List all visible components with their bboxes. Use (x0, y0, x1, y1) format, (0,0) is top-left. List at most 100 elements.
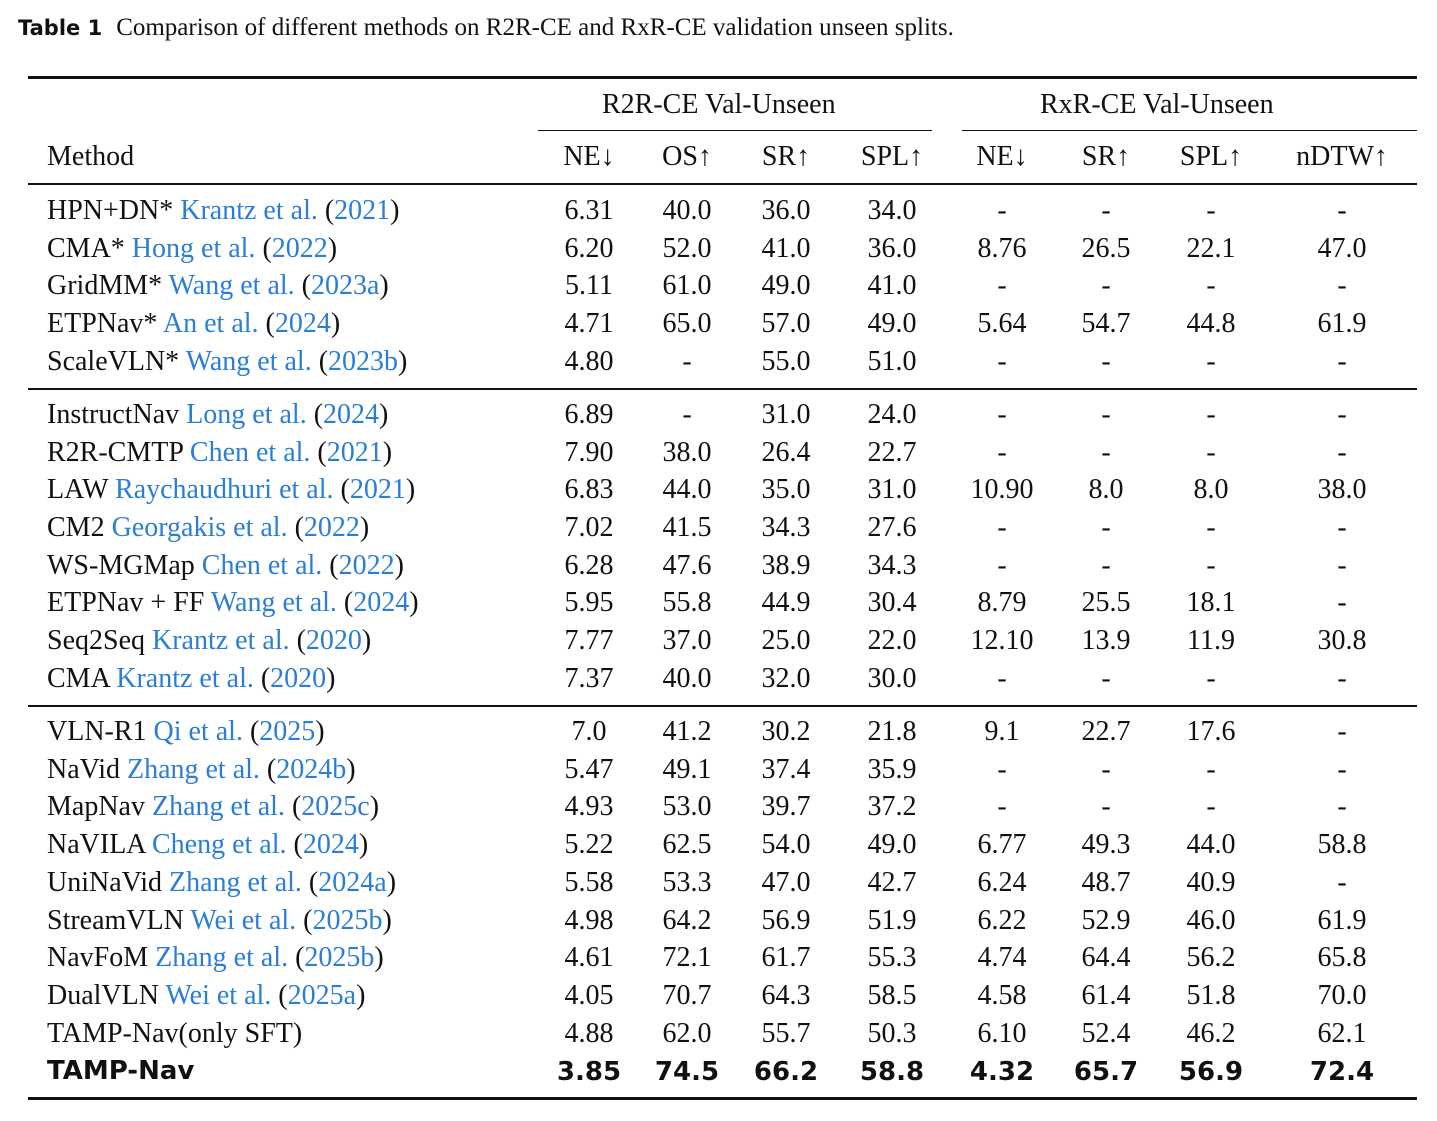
method-label: WS-MGMap (47, 550, 195, 581)
method-name: ScaleVLN* Wang et al. (2023b) (47, 346, 408, 377)
citation-year-link[interactable]: 2022 (338, 550, 395, 581)
table-cell: 58.8 (859, 1057, 925, 1087)
table-cell: 25.0 (761, 625, 811, 656)
citation-year-link[interactable]: 2022 (271, 233, 328, 264)
citation-year-link[interactable]: 2023b (328, 346, 399, 377)
citation-year-link[interactable]: 2024 (353, 587, 410, 618)
table-cell: 5.47 (564, 754, 614, 785)
method-name: GridMM* Wang et al. (2023a) (47, 270, 389, 301)
table-cell: 5.11 (565, 270, 613, 301)
table-cell: - (1101, 195, 1111, 226)
table-cell: 62.0 (662, 1018, 712, 1049)
citation-link[interactable]: Wang et al. (168, 270, 295, 301)
citation-year-link[interactable]: 2024b (276, 754, 347, 785)
citation-link[interactable]: An et al. (162, 308, 259, 339)
table-cell: 30.2 (761, 716, 811, 747)
citation-link[interactable]: Wei et al. (165, 980, 272, 1011)
method-label: NaVid (47, 754, 120, 785)
citation-link[interactable]: Wang et al. (210, 587, 337, 618)
table-cell: - (1101, 663, 1111, 694)
citation-year-link[interactable]: 2020 (305, 625, 362, 656)
table-cell: 7.37 (564, 663, 614, 694)
citation-year-link[interactable]: 2022 (303, 512, 360, 543)
table-cell: 30.4 (867, 587, 917, 618)
citation-link[interactable]: Zhang et al. (151, 791, 285, 822)
method-name: HPN+DN* Krantz et al. (2021) (47, 195, 400, 226)
table-cell: 8.79 (977, 587, 1027, 618)
citation-link[interactable]: Krantz et al. (152, 625, 290, 656)
method-label: ScaleVLN* (47, 346, 180, 377)
citation-year-link[interactable]: 2025b (312, 905, 383, 936)
method-name: VLN-R1 Qi et al. (2025) (47, 716, 325, 747)
table-cell: 74.5 (654, 1057, 720, 1087)
citation-link[interactable]: Cheng et al. (151, 829, 287, 860)
citation-year-link[interactable]: 2021 (349, 474, 406, 505)
r2r-group-rule (538, 130, 932, 132)
citation-link[interactable]: Georgakis et al. (111, 512, 288, 543)
citation-year-link[interactable]: 2021 (334, 195, 391, 226)
citation-year-link[interactable]: 2024a (318, 867, 387, 898)
citation-year-link[interactable]: 2024 (274, 308, 331, 339)
method-name: ETPNav + FF Wang et al. (2024) (47, 587, 419, 618)
table-cell: 51.9 (867, 905, 917, 936)
header-rule (28, 183, 1417, 185)
citation-link[interactable]: Qi et al. (153, 716, 243, 747)
citation-year-link[interactable]: 2024 (323, 399, 380, 430)
table-cell: - (1101, 399, 1111, 430)
citation-year-link[interactable]: 2023a (310, 270, 380, 301)
table-cell: 7.90 (564, 437, 614, 468)
caption-text: Comparison of different methods on R2R-C… (116, 14, 954, 41)
table-cell: 49.0 (867, 829, 917, 860)
citation-link[interactable]: Zhang et al. (168, 867, 302, 898)
table-cell: 31.0 (867, 474, 917, 505)
citation-link[interactable]: Krantz et al. (116, 663, 254, 694)
table-cell: - (997, 512, 1007, 543)
citation-year-link[interactable]: 2025 (259, 716, 316, 747)
citation-link[interactable]: Wei et al. (190, 905, 297, 936)
table-cell: - (1337, 587, 1347, 618)
citation-link[interactable]: Hong et al. (131, 233, 256, 264)
table-cell: 4.88 (564, 1018, 614, 1049)
citation-link[interactable]: Krantz et al. (180, 195, 318, 226)
method-name: TAMP-Nav(only SFT) (47, 1017, 302, 1051)
table-cell: 61.0 (662, 270, 712, 301)
table-cell: 70.0 (1317, 980, 1367, 1011)
citation-link[interactable]: Zhang et al. (126, 754, 260, 785)
citation-year-link[interactable]: 2020 (270, 663, 327, 694)
table-cell: - (1101, 437, 1111, 468)
citation-link[interactable]: Raychaudhuri et al. (115, 474, 334, 505)
method-label: VLN-R1 (47, 716, 147, 747)
table-cell: 53.3 (662, 867, 712, 898)
citation-year-link[interactable]: 2021 (326, 437, 383, 468)
table-cell: 4.74 (977, 942, 1027, 973)
table-cell: - (1101, 270, 1111, 301)
citation-link[interactable]: Zhang et al. (155, 942, 289, 973)
table-cell: 35.0 (761, 474, 811, 505)
method-name: LAW Raychaudhuri et al. (2021) (47, 474, 416, 505)
citation-year-link[interactable]: 2025b (304, 942, 375, 973)
table-cell: 5.64 (977, 308, 1027, 339)
method-name: CM2 Georgakis et al. (2022) (47, 512, 370, 543)
bottom-rule (28, 1097, 1417, 1100)
table-cell: 52.9 (1081, 905, 1131, 936)
rxr-group-rule (962, 130, 1417, 132)
method-name: CMA* Hong et al. (2022) (47, 233, 338, 264)
citation-link[interactable]: Wang et al. (185, 346, 312, 377)
table-cell: 64.4 (1081, 942, 1131, 973)
table-cell: 41.0 (867, 270, 917, 301)
citation-year-link[interactable]: 2025a (287, 980, 357, 1011)
citation-year-link[interactable]: 2024 (302, 829, 359, 860)
header-col: nDTW↑ (1296, 141, 1388, 172)
citation-link[interactable]: Chen et al. (201, 550, 323, 581)
citation-link[interactable]: Chen et al. (189, 437, 311, 468)
citation-link[interactable]: Long et al. (186, 399, 307, 430)
header-col: SR↑ (761, 141, 811, 172)
citation-year-link[interactable]: 2025c (301, 791, 370, 822)
table-cell: 25.5 (1081, 587, 1131, 618)
table-cell: - (997, 346, 1007, 377)
table-label: Table 1 (18, 16, 103, 40)
table-cell: 13.9 (1081, 625, 1131, 656)
table-cell: 56.9 (1178, 1057, 1244, 1087)
table-caption: Table 1 Comparison of different methods o… (18, 13, 954, 43)
table-cell: 34.3 (761, 512, 811, 543)
